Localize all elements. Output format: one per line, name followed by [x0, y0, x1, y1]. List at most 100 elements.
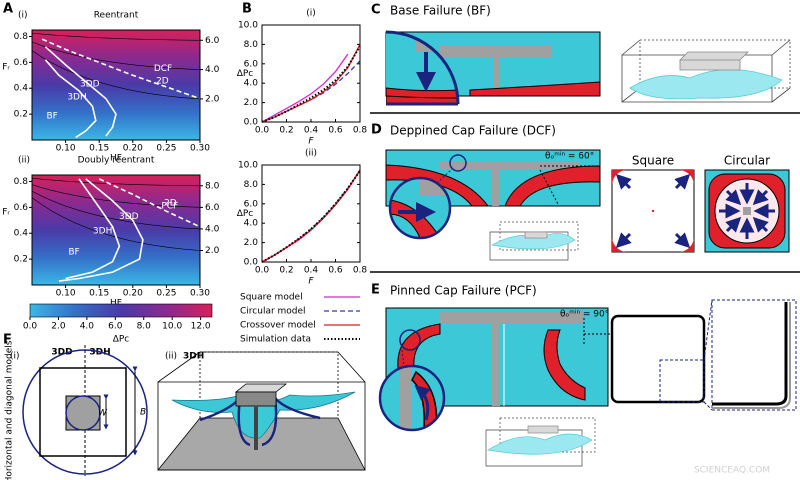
square-top-view [611, 169, 695, 253]
x-tick-label: 0.20 [123, 144, 143, 154]
series-line [44, 59, 97, 139]
x-tick-label: 10.0 [162, 322, 182, 332]
contour-line [32, 32, 200, 41]
y-tick-label: 0.2 [14, 110, 28, 120]
dim-label: B [140, 408, 146, 418]
circular-top-view [704, 169, 790, 253]
y-tick-label: 8.0 [244, 180, 259, 190]
y-tick-label: 0.8 [14, 32, 29, 42]
x-tick-label: 0.6 [328, 266, 343, 276]
heatmap-field [32, 30, 200, 140]
series-label: 2D [156, 76, 169, 86]
y-tick-label: 2.0 [244, 98, 259, 108]
x-axis-label: HF [110, 154, 122, 164]
y-tick-label: 4.0 [244, 79, 259, 89]
x-tick-label: 0.25 [156, 289, 176, 299]
y-tick-label: 2.0 [244, 238, 259, 248]
x-tick-label: 0.30 [190, 289, 210, 299]
y-tick-label: 8.0 [244, 40, 259, 50]
x-tick-label: 8.0 [137, 322, 152, 332]
plot-frame [261, 24, 361, 123]
side-label: Horizontal and diagonal models [5, 340, 15, 480]
dim-label: W [98, 409, 108, 419]
x-tick-label: 0.0 [255, 126, 270, 136]
panel-sub: (ii) [18, 156, 30, 166]
y2-tick-label: 4.0 [205, 224, 220, 234]
shape-label: Square [632, 154, 674, 168]
y-tick-label: 0.4 [14, 229, 29, 239]
y2-tick-label: 6.0 [205, 36, 220, 46]
panel-letter: D [371, 123, 382, 138]
legend-label: Square model [240, 293, 303, 303]
x-tick-label: 0.20 [123, 289, 143, 299]
contour-line [32, 197, 200, 251]
series-label: 3DD [119, 212, 139, 222]
series-line [58, 178, 144, 282]
y-tick-label: 0.0 [244, 258, 259, 268]
y2-tick-label: 4.0 [205, 65, 220, 75]
series-line [65, 178, 121, 280]
top-view-schematic [22, 345, 148, 476]
panel-letter: B [242, 2, 252, 17]
series-label: 3DH [93, 226, 112, 236]
series-line [261, 169, 361, 263]
y-axis-label: ΔPc [237, 209, 254, 219]
y-tick-label: 4.0 [244, 219, 259, 229]
y-tick-label: 0.4 [14, 84, 29, 94]
panel-sub: (i) [18, 11, 28, 21]
contour-line [32, 190, 200, 230]
x-tick-label: 0.8 [353, 266, 368, 276]
panel-letter: F [3, 333, 12, 348]
x-tick-label: 2.0 [51, 322, 66, 332]
x-tick-label: 12.0 [191, 322, 211, 332]
x-tick-label: 0.0 [23, 322, 38, 332]
y-tick-label: 6.0 [244, 199, 259, 209]
x-tick-label: 0.15 [89, 144, 109, 154]
model-label: 3DH [89, 348, 110, 358]
y2-tick-label: 2.0 [205, 94, 220, 104]
y-tick-label: 0.6 [14, 58, 29, 68]
colorbar-label: ΔPc [113, 335, 130, 345]
y-tick-label: 0.2 [14, 255, 28, 265]
region-label: BF [46, 111, 57, 121]
base-failure-3d [621, 39, 791, 103]
series-line [261, 170, 361, 263]
x-axis-label: HF [110, 299, 122, 309]
series-label: 2D [164, 199, 177, 209]
contour-line [32, 50, 200, 100]
series-label: 3DD [80, 79, 100, 89]
panel-sub: (ii) [305, 149, 317, 159]
model-label: 3DD [51, 348, 72, 358]
panel-letter: A [3, 2, 13, 17]
panel-letter: E [371, 283, 380, 298]
series-line [261, 170, 361, 263]
pinned-diagram [378, 307, 610, 432]
plot-area [32, 177, 200, 251]
x-tick-label: 0.10 [56, 144, 76, 154]
x-tick-label: 0.0 [255, 266, 270, 276]
series-line [41, 38, 201, 100]
base-failure-diagram [385, 30, 601, 106]
y2-tick-label: 8.0 [205, 181, 220, 191]
y-tick-label: 10.0 [238, 21, 258, 31]
series-line [261, 45, 361, 123]
depinned-diagram [385, 149, 601, 240]
contour-line [32, 177, 200, 187]
x-tick-label: 4.0 [80, 322, 95, 332]
pinned-3d [485, 417, 596, 467]
series-label: 3DH [67, 92, 86, 102]
panel-title: Deppined Cap Failure (DCF) [390, 124, 556, 138]
x-tick-label: 6.0 [108, 322, 123, 332]
x-tick-label: 0.25 [156, 144, 176, 154]
angle-label: θₒᵐⁱⁿ = 60° [545, 152, 594, 162]
x-tick-label: 0.6 [328, 126, 343, 136]
panel-title: Base Failure (BF) [390, 4, 491, 18]
y-tick-label: 0.0 [244, 118, 259, 128]
shape-label: Circular [724, 154, 770, 168]
plot-frame [261, 164, 361, 263]
pinned-top-view [610, 299, 797, 411]
x-tick-label: 0.2 [279, 126, 293, 136]
panel-letter: C [371, 3, 381, 18]
y-axis-label: ΔPc [237, 69, 254, 79]
